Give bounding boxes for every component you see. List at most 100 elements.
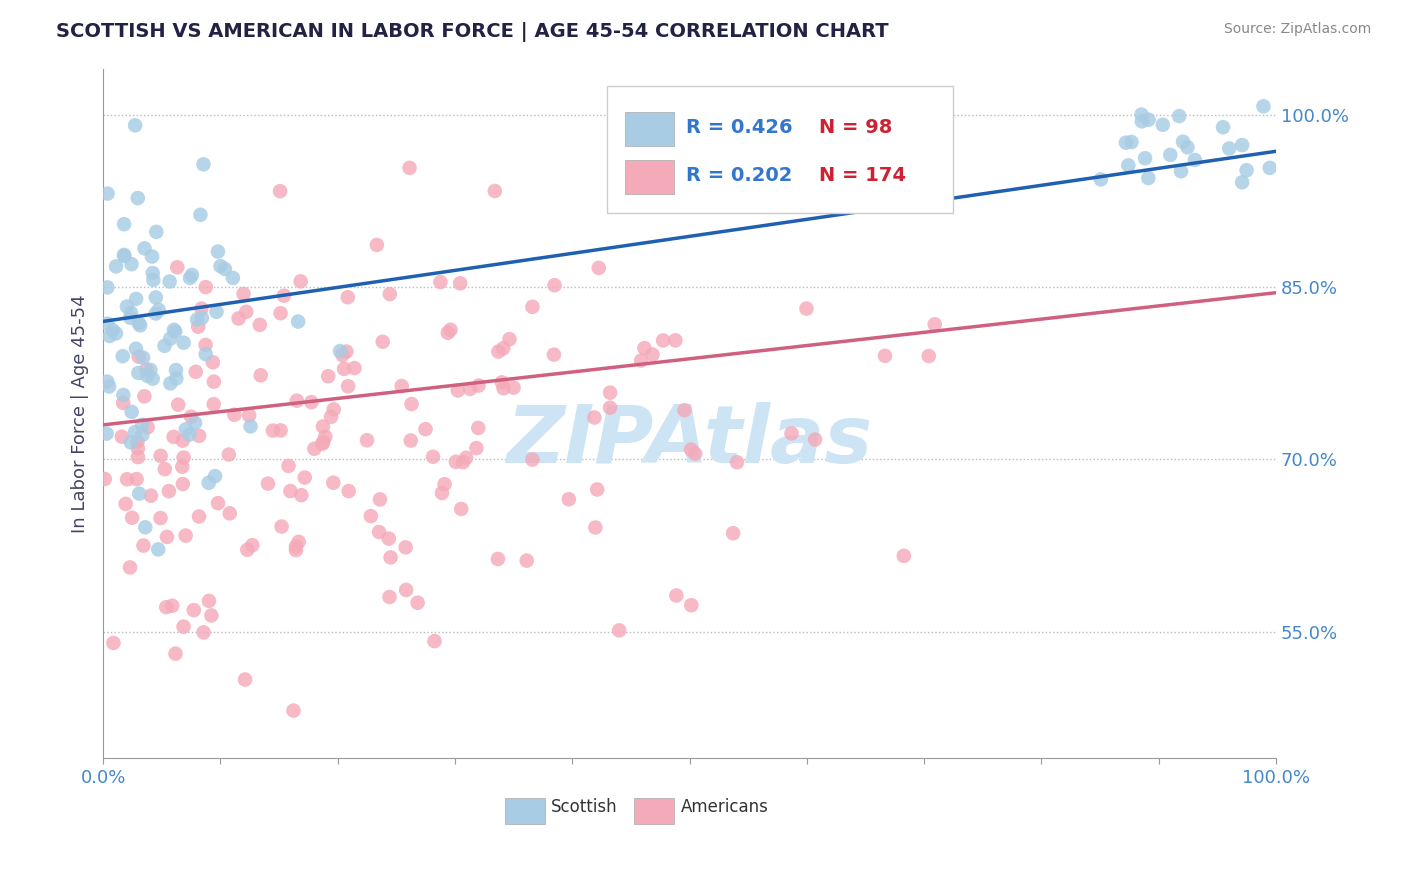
Point	[105, 260, 128, 274]
Point	[160, 599, 183, 613]
Point	[214, 261, 236, 276]
Point	[1168, 109, 1191, 123]
Point	[136, 368, 159, 383]
Point	[145, 306, 167, 320]
Point	[131, 427, 153, 442]
Point	[333, 362, 356, 376]
Point	[484, 184, 506, 198]
Point	[1230, 175, 1253, 189]
Point	[194, 280, 217, 294]
Point	[395, 582, 418, 597]
Point	[1118, 158, 1140, 172]
Point	[228, 311, 250, 326]
Point	[399, 434, 422, 448]
Point	[239, 419, 262, 434]
Point	[125, 342, 148, 356]
Point	[456, 450, 478, 465]
Point	[1177, 140, 1199, 154]
Point	[1218, 141, 1240, 155]
Point	[332, 348, 354, 362]
Point	[725, 455, 748, 469]
Point	[588, 260, 610, 275]
Point	[134, 389, 156, 403]
Text: Source: ZipAtlas.com: Source: ZipAtlas.com	[1223, 22, 1371, 37]
Point	[111, 349, 134, 363]
Point	[465, 441, 488, 455]
Point	[179, 271, 201, 285]
Point	[1137, 171, 1160, 186]
Point	[283, 704, 305, 718]
Point	[356, 434, 378, 448]
Point	[583, 520, 606, 534]
Point	[115, 472, 138, 486]
Point	[96, 186, 118, 201]
Point	[112, 217, 135, 231]
Point	[129, 318, 152, 333]
Point	[543, 348, 565, 362]
Point	[522, 452, 544, 467]
Point	[101, 323, 124, 337]
Point	[114, 497, 136, 511]
Point	[516, 553, 538, 567]
Point	[433, 477, 456, 491]
Point	[120, 310, 142, 325]
Point	[316, 369, 339, 384]
Point	[121, 405, 143, 419]
Point	[918, 349, 941, 363]
Point	[165, 647, 187, 661]
Point	[197, 475, 219, 490]
Point	[193, 625, 215, 640]
Point	[287, 314, 309, 328]
Point	[218, 448, 240, 462]
Y-axis label: In Labor Force | Age 45-54: In Labor Force | Age 45-54	[72, 294, 89, 533]
Point	[273, 289, 295, 303]
Point	[335, 344, 357, 359]
Point	[893, 549, 915, 563]
Point	[366, 238, 388, 252]
Point	[780, 426, 803, 441]
Point	[312, 419, 335, 434]
Point	[218, 506, 240, 520]
Point	[139, 363, 162, 377]
Point	[145, 225, 167, 239]
Point	[543, 278, 565, 293]
Point	[458, 382, 481, 396]
Point	[430, 486, 453, 500]
Point	[165, 325, 187, 339]
Point	[492, 342, 515, 356]
FancyBboxPatch shape	[505, 797, 546, 823]
Point	[153, 339, 176, 353]
Point	[1184, 153, 1206, 167]
Point	[1090, 172, 1112, 186]
Point	[1253, 99, 1275, 113]
Point	[449, 277, 471, 291]
Point	[924, 318, 946, 332]
Point	[187, 319, 209, 334]
Point	[149, 511, 172, 525]
Point	[280, 484, 302, 499]
Point	[290, 274, 312, 288]
Point	[249, 318, 271, 332]
Text: Scottish: Scottish	[551, 797, 617, 815]
Point	[336, 290, 359, 304]
Point	[311, 437, 333, 451]
Point	[343, 361, 366, 376]
Point	[368, 524, 391, 539]
Point	[104, 326, 127, 341]
Point	[224, 408, 246, 422]
Point	[142, 266, 165, 280]
Point	[148, 302, 170, 317]
Point	[401, 397, 423, 411]
Point	[120, 435, 142, 450]
Point	[378, 590, 401, 604]
Point	[380, 550, 402, 565]
Point	[135, 362, 157, 376]
Point	[285, 393, 308, 408]
Point	[194, 347, 217, 361]
Point	[491, 376, 513, 390]
Point	[270, 306, 292, 320]
Text: Americans: Americans	[682, 797, 769, 815]
Point	[249, 368, 271, 383]
Point	[337, 484, 360, 499]
Point	[202, 375, 225, 389]
